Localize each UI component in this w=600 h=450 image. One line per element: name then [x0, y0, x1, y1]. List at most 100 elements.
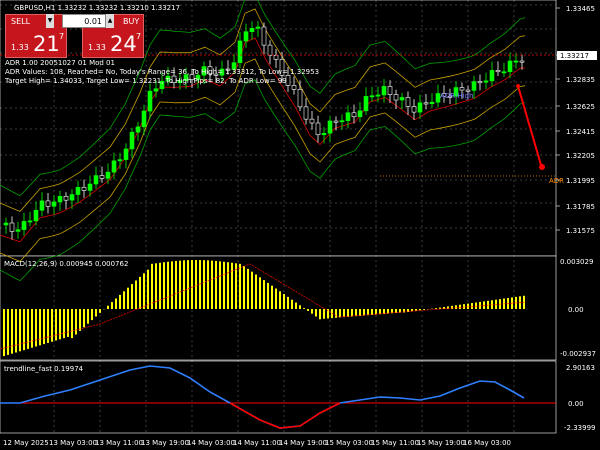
candle-body — [333, 120, 339, 123]
macd-bar — [407, 309, 409, 313]
band-upper-outer — [0, 0, 526, 197]
macd-bar — [411, 309, 413, 312]
candle-body — [471, 81, 477, 91]
macd-label: MACD(12,26,9) 0.000945 0.000762 — [4, 260, 128, 268]
macd-bar — [315, 309, 317, 317]
candle-body — [279, 59, 285, 76]
candle-body — [345, 112, 351, 121]
macd-bar — [143, 273, 145, 309]
candle-body — [429, 101, 435, 104]
macd-bar — [475, 302, 477, 309]
trendline-panel[interactable] — [0, 360, 557, 434]
price-axis-label: 1.32625 — [566, 103, 595, 111]
macd-bar — [243, 266, 245, 309]
current-price-tag — [557, 51, 597, 60]
macd-bar — [19, 309, 21, 352]
macd-bar — [415, 309, 417, 311]
adr-info-line1: ADR 1.00 20051027 01 Mod 01 — [5, 59, 115, 67]
macd-bar — [319, 309, 321, 320]
macd-bar — [295, 302, 297, 309]
buy-label: BUY — [123, 17, 140, 26]
candle-body — [351, 112, 357, 118]
candle-body — [255, 26, 261, 29]
macd-bar — [83, 309, 85, 328]
candle-body — [261, 26, 267, 46]
macd-histogram — [0, 260, 526, 357]
candle-body — [87, 183, 93, 191]
candle-body — [303, 106, 309, 120]
trend-axis-zero: 0.00 — [568, 400, 584, 408]
lot-decrease-button[interactable]: ▼ — [46, 14, 54, 28]
macd-bar — [67, 309, 69, 337]
candle-body — [237, 40, 243, 63]
macd-bar — [11, 309, 13, 354]
lot-size-input[interactable]: 0.01 — [62, 14, 106, 28]
macd-bar — [139, 276, 141, 309]
candle-body — [453, 87, 459, 97]
candle-body — [291, 85, 297, 90]
candle-body — [297, 89, 303, 108]
macd-bar — [171, 261, 173, 309]
price-axis-label: 1.32415 — [566, 128, 595, 136]
macd-bar — [259, 277, 261, 309]
macd-bar — [299, 305, 301, 309]
price-axis-label: 1.32835 — [566, 76, 595, 84]
candle-body — [213, 73, 219, 76]
sell-button[interactable]: SELL 1.33 21 7 — [5, 14, 67, 58]
macd-bar — [239, 263, 241, 309]
macd-bar — [3, 309, 5, 357]
candle-body — [435, 93, 441, 103]
candle-body — [99, 175, 105, 179]
candle-body — [21, 221, 27, 230]
candle-body — [81, 186, 87, 191]
adr-high-label: ADR|High — [440, 92, 474, 100]
macd-bar — [223, 261, 225, 309]
time-axis-label: 15 May 19:00 — [417, 439, 465, 447]
macd-bar — [335, 309, 337, 318]
price-axis-label: 1.31575 — [566, 227, 595, 235]
candle-body — [63, 196, 69, 201]
macd-bar — [271, 285, 273, 309]
band-lower-outer — [0, 79, 526, 282]
macd-bar — [423, 309, 425, 310]
current-price-value: 1.33217 — [560, 52, 589, 60]
candle-body — [249, 28, 255, 33]
macd-bar — [403, 309, 405, 313]
candle-body — [321, 132, 327, 136]
macd-bar — [371, 309, 373, 315]
macd-bar — [323, 309, 325, 319]
candle-body — [273, 54, 279, 60]
macd-bar — [99, 309, 101, 313]
macd-bar — [47, 309, 49, 343]
candle-body — [207, 66, 213, 75]
macd-bar — [379, 309, 381, 315]
trendline-negative-segment — [229, 402, 341, 429]
macd-bar — [267, 282, 269, 309]
candle-body — [447, 95, 453, 98]
macd-bar — [107, 305, 109, 309]
candle-body — [513, 60, 519, 63]
buy-price-small: 1.33 — [88, 43, 106, 52]
lot-increase-button[interactable]: ▲ — [106, 14, 114, 28]
candle-body — [39, 200, 45, 211]
macd-bar — [471, 303, 473, 309]
macd-bar — [175, 260, 177, 309]
time-axis-label: 14 May 19:00 — [279, 439, 327, 447]
macd-bar — [51, 309, 53, 342]
candle-body — [267, 44, 273, 56]
macd-bar — [439, 307, 441, 309]
candle-body — [357, 110, 363, 118]
macd-bar — [63, 309, 65, 339]
macd-bar — [359, 309, 361, 316]
candle-body — [9, 222, 15, 232]
candle-body — [459, 87, 465, 91]
macd-bar — [503, 298, 505, 309]
adr-target-arrow — [517, 85, 542, 166]
candle-body — [141, 110, 147, 128]
macd-bar — [39, 309, 41, 346]
macd-bar — [311, 309, 313, 314]
macd-bar — [183, 260, 185, 309]
macd-bar — [179, 260, 181, 309]
